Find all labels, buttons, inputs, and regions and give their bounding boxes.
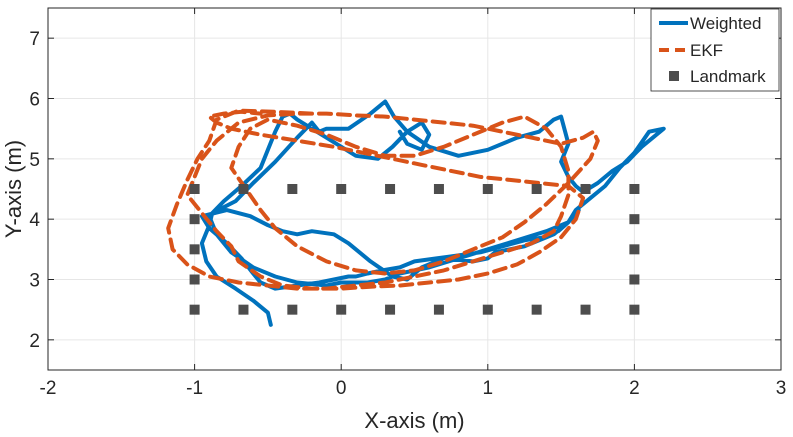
series-ekf-line <box>166 108 600 291</box>
landmark-marker <box>189 214 200 225</box>
landmark-marker <box>629 274 640 285</box>
landmark-marker <box>385 304 396 315</box>
x-tick-label: -2 <box>40 378 57 399</box>
legend: Weighted EKF Landmark <box>650 8 780 92</box>
landmark-marker <box>189 304 200 315</box>
landmark-marker <box>580 184 591 194</box>
y-axis-label: Y-axis (m) <box>1 140 26 238</box>
landmark-marker <box>189 244 200 255</box>
x-tick-label: 3 <box>776 378 787 399</box>
landmark-marker <box>238 304 249 315</box>
landmark-marker <box>385 184 396 194</box>
landmark-marker <box>629 184 640 194</box>
landmark-marker <box>629 214 640 225</box>
x-tick-label: 2 <box>629 378 640 399</box>
series-layer <box>166 99 666 327</box>
legend-label-weighted: Weighted <box>690 14 762 33</box>
landmark-marker <box>336 304 347 315</box>
x-tick-label: 1 <box>483 378 494 399</box>
landmark-marker <box>287 304 298 315</box>
landmark-marker <box>482 184 493 194</box>
landmark-marker <box>482 304 493 315</box>
y-tick-label: 2 <box>29 331 40 352</box>
landmark-marker <box>336 184 347 194</box>
y-tick-label: 5 <box>29 150 40 171</box>
landmark-marker <box>629 304 640 315</box>
x-axis-label: X-axis (m) <box>364 408 464 433</box>
landmark-marker <box>629 244 640 255</box>
y-tick-label: 3 <box>29 271 40 292</box>
y-tick-label: 6 <box>29 90 40 111</box>
legend-swatch-landmark <box>669 71 679 81</box>
landmark-marker <box>531 184 542 194</box>
plot-frame <box>47 7 782 371</box>
landmark-marker <box>433 184 444 194</box>
y-tick-label: 4 <box>29 210 40 231</box>
legend-label-landmark: Landmark <box>690 67 766 86</box>
ticks: -2 -1 0 1 2 3 2 3 4 5 6 7 <box>29 8 786 399</box>
landmark-marker <box>238 184 249 194</box>
landmark-marker <box>287 184 298 194</box>
x-tick-label: -1 <box>186 378 203 399</box>
legend-label-ekf: EKF <box>690 41 723 60</box>
landmark-marker <box>189 184 200 194</box>
x-tick-label: 0 <box>336 378 347 399</box>
landmark-marker <box>580 304 591 315</box>
landmark-marker <box>189 274 200 285</box>
y-tick-label: 7 <box>29 29 40 50</box>
landmark-marker <box>433 304 444 315</box>
landmark-marker <box>531 304 542 315</box>
